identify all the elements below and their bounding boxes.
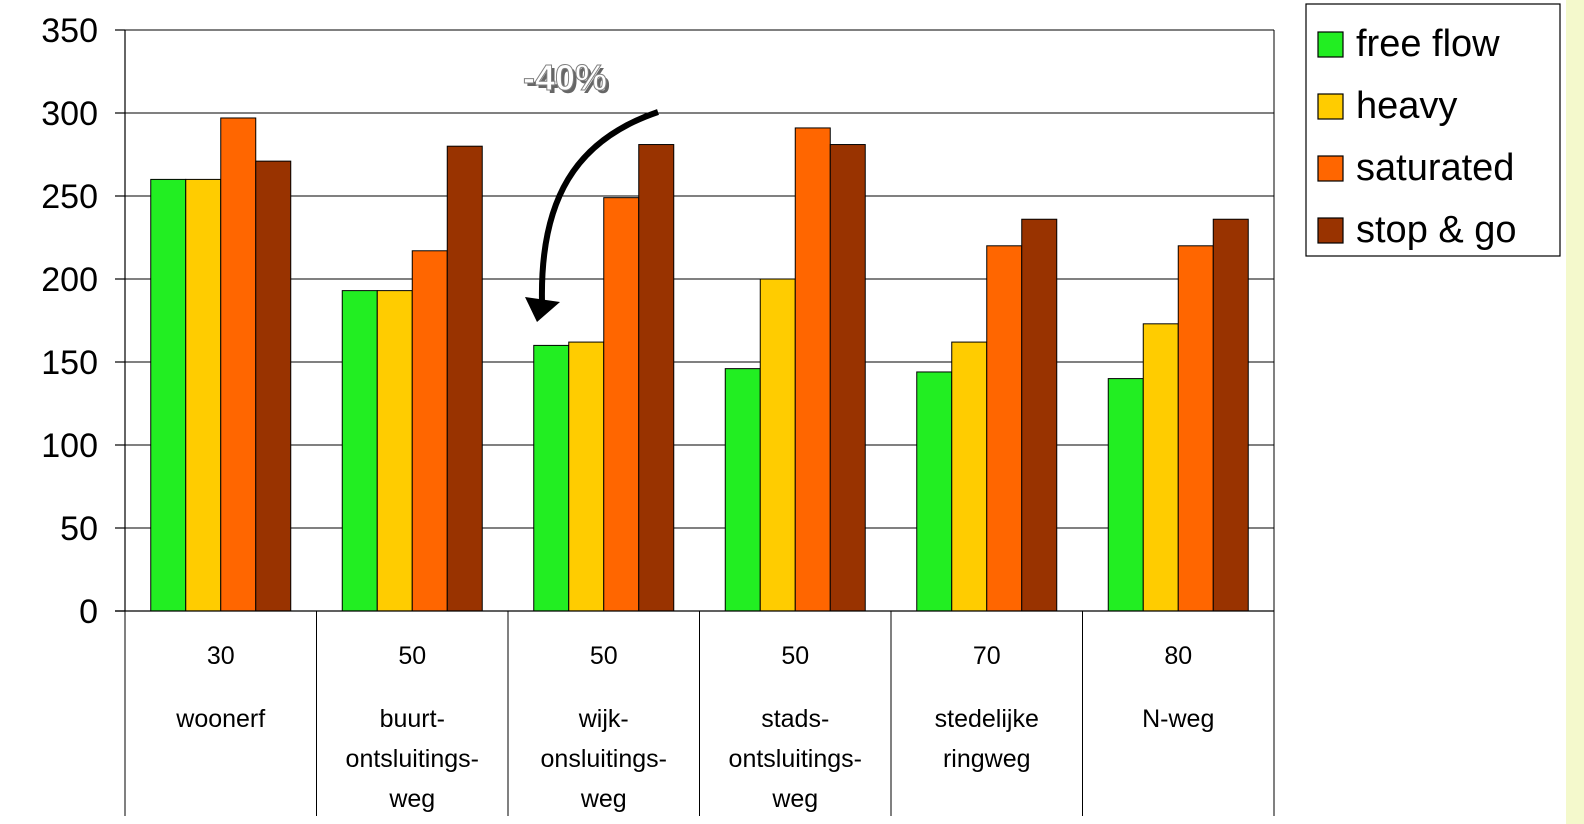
bar [1212,218,1249,612]
bar [759,278,796,612]
y-tick-label: 200 [41,261,98,299]
y-tick-label: 100 [41,427,98,465]
axes [115,29,1275,612]
bar [185,178,222,612]
y-tick-label: 0 [79,593,98,631]
bar [1021,218,1058,612]
category-speed-label: 30 [207,642,235,670]
bar [916,371,953,612]
category-name-label: ontsluitings- [729,745,862,773]
x-axis-category-table: 30 woonerf 50 buurt-ontsluitings-weg 50 wijk-… [124,611,1275,816]
category-name-label: wijk- [578,705,629,733]
category-name-label: stedelijke [935,705,1039,733]
bar [603,197,640,612]
category-name-label: weg [388,785,435,813]
gridlines [125,29,1274,529]
category-name-label: weg [580,785,627,813]
category-name-label: buurt- [380,705,445,733]
bar [220,117,257,612]
bar [533,344,570,612]
legend: free flow heavy saturated stop & go [1305,3,1561,257]
category-speed-label: 80 [1164,642,1192,670]
bar [568,341,605,612]
category-name-label: weg [771,785,818,813]
bar [951,341,988,612]
bar [1142,323,1179,612]
y-tick-label: 300 [41,95,98,133]
legend-label: free flow [1356,23,1500,65]
annotation: -40% -40% [522,57,659,322]
legend-swatch [1317,93,1344,120]
bar [255,160,292,612]
y-tick-label: 350 [41,12,98,50]
category-speed-label: 70 [973,642,1001,670]
bar [829,144,866,612]
page-edge-strip [1566,0,1584,824]
bar [724,368,761,612]
category-name-label: woonerf [175,705,265,733]
category-name-label: onsluitings- [541,745,667,773]
annotation-label: -40% [523,57,607,98]
category-speed-label: 50 [398,642,426,670]
bar [794,127,831,612]
bar [376,290,413,612]
legend-label: stop & go [1356,209,1517,251]
annotation-label-shadow: -40% [526,60,610,101]
legend-swatch [1317,31,1344,58]
category-name-label: N-weg [1142,705,1214,733]
category-name-label: stads- [761,705,829,733]
bar [986,245,1023,612]
legend-swatch [1317,217,1344,244]
annotation-arrowhead [525,297,560,322]
legend-box [1305,3,1561,257]
bar [1107,378,1144,612]
legend-swatch [1317,155,1344,182]
category-name-label: ringweg [943,745,1031,773]
bar [411,250,448,612]
y-axis-tick-labels: 0 50 100 150 200 250 300 350 [41,12,98,631]
category-speed-label: 50 [590,642,618,670]
y-tick-label: 50 [60,510,98,548]
bar [341,290,378,612]
bar [446,145,483,612]
category-name-label: ontsluitings- [346,745,479,773]
category-speed-label: 50 [781,642,809,670]
bars [150,117,1249,612]
bar [150,178,187,612]
legend-label: heavy [1356,85,1457,127]
y-tick-label: 150 [41,344,98,382]
bar [1177,245,1214,612]
y-tick-label: 250 [41,178,98,216]
bar [638,144,675,612]
annotation-arrow [538,109,659,303]
legend-label: saturated [1356,147,1514,189]
